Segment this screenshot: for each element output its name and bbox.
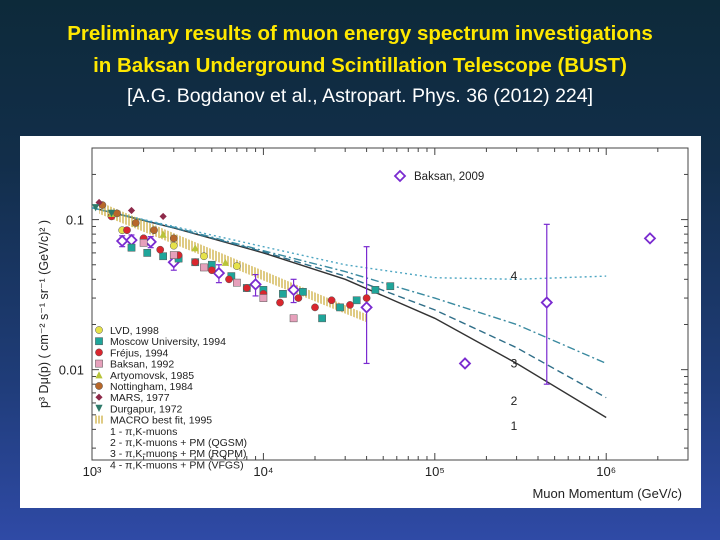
point-fr-jus-1994	[276, 298, 284, 307]
theory-curve-3	[91, 207, 607, 365]
curve-end-label: 1	[511, 419, 518, 433]
legend-marker	[95, 348, 103, 357]
slide-title-block: Preliminary results of muon energy spect…	[0, 18, 720, 110]
curve-end-label: 2	[511, 394, 518, 408]
legend-curve-label: 4 - π,K-muons + PM (VFGS)	[110, 459, 244, 471]
macro-fit-band	[99, 201, 367, 323]
point-baksan-2009	[360, 301, 373, 314]
point-moscow-university-1994	[318, 314, 326, 323]
point-lvd-1998	[169, 241, 178, 250]
legend-marker	[95, 359, 103, 368]
point-baksan-2009	[458, 357, 472, 370]
point-durgapur-1972	[92, 204, 100, 212]
x-axis-label: Muon Momentum (GeV/c)	[532, 486, 682, 501]
point-artyomovsk-1985	[159, 230, 167, 238]
point-mars-1977	[127, 206, 136, 215]
slide-citation: [A.G. Bogdanov et al., Astropart. Phys. …	[126, 85, 594, 107]
point-fr-jus-1994	[191, 258, 200, 267]
legend-marker	[95, 404, 103, 412]
point-moscow-university-1994	[336, 303, 344, 312]
point-fr-jus-1994	[242, 284, 251, 292]
point-baksan-1992	[139, 238, 148, 247]
point-fr-jus-1994	[123, 226, 131, 235]
legend-marker	[95, 326, 103, 334]
curve-end-label: 3	[511, 356, 518, 370]
legend-marker-baksan-2009	[393, 169, 407, 183]
point-fr-jus-1994	[225, 275, 233, 284]
point-nottingham-1984	[169, 234, 178, 243]
point-fr-jus-1994	[311, 303, 319, 312]
point-baksan-2009	[643, 232, 657, 245]
point-artyomovsk-1985	[221, 258, 229, 266]
plot-frame	[91, 147, 689, 461]
legend-label: MARS, 1977	[110, 392, 170, 404]
y-tick-label: 0.1	[66, 213, 84, 228]
legend-marker	[95, 371, 103, 379]
legend-label: MACRO best fit, 1995	[110, 415, 212, 427]
legend-label: Nottingham, 1984	[110, 381, 193, 393]
point-fr-jus-1994	[362, 294, 371, 302]
curve-end-label: 4	[511, 269, 518, 283]
point-baksan-2009	[249, 278, 262, 291]
point-baksan-2009	[287, 283, 300, 297]
legend-curve-label: 1 - π,K-muons	[110, 426, 177, 438]
point-nottingham-1984	[131, 219, 140, 227]
point-baksan-2009	[115, 234, 129, 248]
point-fr-jus-1994	[156, 245, 165, 254]
point-artyomovsk-1985	[191, 244, 199, 252]
legend-label: Fréjus, 1994	[110, 347, 169, 359]
point-baksan-1992	[289, 314, 298, 323]
legend-curve-label: 2 - π,K-muons + PM (QGSM)	[110, 437, 247, 449]
point-moscow-university-1994	[371, 286, 380, 294]
point-baksan-2009	[540, 296, 554, 309]
slide-title-line-1: Preliminary results of muon energy spect…	[67, 22, 653, 45]
point-nottingham-1984	[113, 209, 121, 218]
point-moscow-university-1994	[279, 290, 287, 298]
point-durgapur-1972	[107, 209, 116, 217]
point-lvd-1998	[233, 262, 241, 270]
legend-label: LVD, 1998	[110, 325, 159, 337]
point-baksan-1992	[233, 278, 241, 287]
legend-label: Durgapur, 1972	[110, 403, 183, 415]
slide-title-line-2: in Baksan Underground Scintillation Tele…	[93, 54, 627, 77]
point-nottingham-1984	[150, 226, 158, 235]
point-moscow-university-1994	[299, 287, 307, 296]
legend-marker	[95, 337, 103, 346]
x-tick-label: 10⁶	[596, 464, 616, 479]
y-axis-label: p³ Dμ(p) ( cm⁻² s⁻¹ sr⁻¹ (GeV/c)² )	[37, 220, 51, 408]
legend-marker	[95, 393, 103, 401]
x-tick-label: 10³	[83, 464, 102, 479]
point-moscow-university-1994	[386, 282, 395, 291]
theory-curve-4	[91, 207, 607, 281]
muon-spectrum-chart: 10³ 10⁴ 10⁵ 10⁶ 0.1 0.01 Muon Momentum (GeV/c)…	[37, 147, 689, 501]
point-fr-jus-1994	[346, 301, 354, 309]
legend-label: Baksan, 1992	[110, 359, 174, 371]
point-lvd-1998	[200, 252, 208, 261]
point-fr-jus-1994	[294, 294, 303, 302]
point-moscow-university-1994	[159, 252, 167, 261]
point-moscow-university-1994	[352, 296, 361, 305]
point-moscow-university-1994	[143, 249, 152, 257]
legend-marker-band	[94, 415, 104, 424]
x-tick-label: 10⁴	[253, 464, 273, 479]
legend-marker	[95, 382, 103, 390]
point-fr-jus-1994	[207, 266, 216, 275]
point-baksan-2009	[212, 266, 226, 280]
point-baksan-1992	[169, 251, 178, 259]
legend-label: Moscow University, 1994	[110, 336, 226, 348]
point-baksan-2009	[125, 233, 138, 247]
y-tick-label: 0.01	[59, 363, 84, 378]
chart-panel: 10³ 10⁴ 10⁵ 10⁶ 0.1 0.01 Muon Momentum (GeV/c)…	[20, 136, 701, 508]
legend-top-label: Baksan, 2009	[414, 171, 484, 183]
x-tick-label: 10⁵	[425, 464, 445, 479]
point-baksan-1992	[200, 263, 208, 272]
point-fr-jus-1994	[327, 296, 336, 305]
point-mars-1977	[159, 212, 167, 221]
legend-label: Artyomovsk, 1985	[110, 370, 194, 382]
point-moscow-university-1994	[127, 243, 136, 252]
point-baksan-1992	[259, 294, 268, 302]
legend-curve-label: 3 - π,K-muons + PM (RQPM)	[110, 448, 246, 460]
